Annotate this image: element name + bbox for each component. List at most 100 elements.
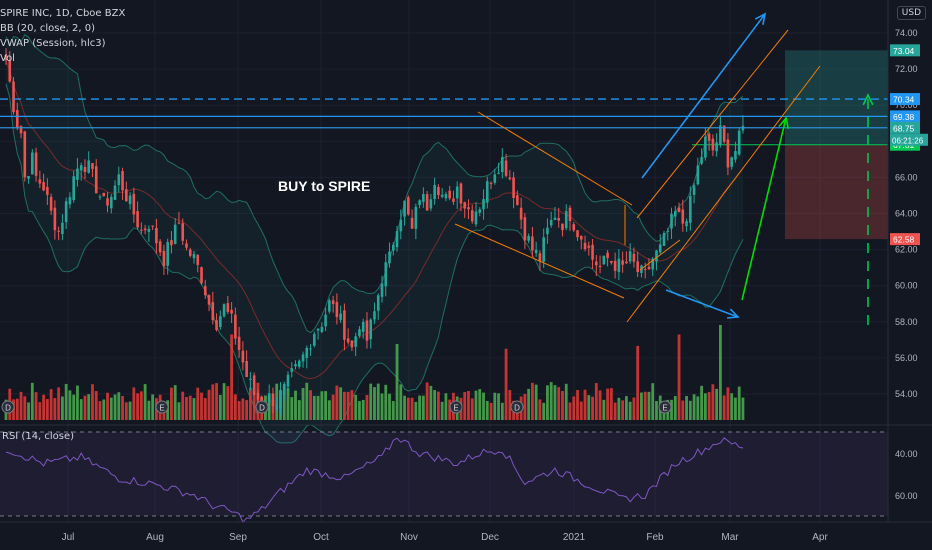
volume-bar	[549, 382, 553, 420]
legend-bb[interactable]: BB (20, close, 2, 0)	[0, 23, 95, 34]
legend-vol[interactable]: Vol	[0, 53, 15, 64]
volume-bar	[448, 399, 452, 420]
volume-bar	[640, 392, 643, 420]
volume-bar	[249, 387, 252, 420]
candle-body	[493, 174, 497, 183]
volume-bar	[527, 388, 531, 420]
candle-body	[636, 261, 639, 273]
volume-bar	[737, 386, 741, 420]
volume-bar	[45, 399, 49, 420]
candle-body	[271, 393, 275, 407]
volume-bar	[478, 389, 482, 420]
candle-body	[91, 163, 94, 169]
price-tick: 56.00	[895, 353, 918, 363]
candle-body	[625, 261, 628, 264]
volume-bar	[380, 393, 384, 420]
candle-body	[305, 347, 309, 359]
candle-body	[136, 211, 139, 228]
green-dashed-arrow-head	[862, 93, 874, 106]
candle-body	[531, 236, 534, 251]
candle-body	[651, 258, 655, 270]
volume-bar	[700, 385, 703, 420]
candle-body	[512, 177, 515, 198]
price-tick: 70.00	[895, 100, 918, 110]
candle-body	[737, 130, 741, 155]
candle-body	[61, 222, 64, 234]
candle-body	[181, 223, 185, 241]
candle-body	[8, 60, 12, 82]
candle-body	[632, 253, 636, 262]
candle-body	[711, 138, 715, 151]
volume-bar	[343, 391, 346, 420]
volume-bar	[181, 391, 185, 420]
rsi-legend[interactable]: RSI (14, close)	[2, 431, 75, 442]
time-tick: Nov	[400, 532, 418, 543]
volume-bar	[143, 384, 147, 420]
volume-bar	[696, 396, 700, 420]
volume-bar	[497, 393, 500, 420]
candle-body	[418, 200, 421, 205]
legend-vwap[interactable]: VWAP (Session, hlc3)	[0, 38, 106, 49]
candle-body	[433, 184, 436, 199]
candle-body	[245, 361, 248, 378]
volume-bar	[121, 395, 124, 420]
candle-body	[685, 221, 688, 227]
buy-annotation[interactable]: BUY to SPIRE	[278, 178, 370, 194]
volume-bar	[113, 394, 117, 420]
event-marker	[1, 400, 15, 414]
candle-body	[132, 193, 136, 215]
candle-body	[497, 172, 500, 174]
price-tick: 54.00	[895, 389, 918, 399]
volume-bar	[196, 387, 200, 420]
candle-body	[403, 200, 406, 217]
candle-body	[354, 336, 357, 347]
candle-body	[42, 182, 45, 191]
volume-bar	[421, 395, 425, 420]
long-position-tool[interactable]	[692, 50, 888, 240]
candle-body	[252, 375, 256, 395]
volume-bar	[628, 401, 632, 420]
volume-bar	[335, 385, 339, 420]
candle-body	[147, 228, 151, 232]
volume-bar	[252, 390, 256, 420]
candle-body	[109, 196, 113, 209]
target-zone	[785, 50, 888, 145]
candle-body	[68, 197, 72, 205]
volume-bar	[688, 400, 692, 420]
volume-bar	[594, 383, 598, 420]
candle-body	[666, 230, 670, 232]
volume-bar	[391, 401, 395, 420]
event-marker	[155, 400, 169, 414]
candle-body	[610, 260, 613, 263]
blue-arrow-down	[665, 289, 739, 318]
candle-body	[275, 405, 279, 409]
time-tick: Sep	[229, 532, 247, 543]
drawings[interactable]	[0, 12, 888, 325]
candle-body	[328, 300, 331, 312]
price-axis[interactable]: 54.0056.0058.0060.0062.0064.0066.0068.00…	[887, 0, 928, 522]
volume-bar	[98, 401, 102, 420]
volume-bar	[538, 399, 542, 420]
price-label: 69.38	[893, 112, 915, 122]
volume-bar	[534, 384, 538, 420]
volume-bar	[617, 397, 621, 420]
candle-body	[395, 231, 399, 248]
event-marker-label: E	[662, 404, 667, 413]
volume-bar	[467, 390, 470, 420]
candle-body	[523, 217, 527, 241]
candle-body	[591, 244, 594, 260]
time-axis[interactable]: Jul Aug Sep Oct Nov Dec 2021 Feb Mar Apr	[0, 521, 932, 543]
volume-bar	[606, 388, 609, 420]
candle-body	[282, 383, 286, 395]
candle-body	[87, 160, 91, 173]
volume-bar	[136, 393, 139, 420]
volume-bar	[132, 387, 136, 420]
legend-symbol[interactable]: SPIRE INC, 1D, Cboe BZX	[0, 8, 126, 19]
volume-bar	[312, 395, 316, 420]
candle-body	[734, 150, 737, 160]
currency-button[interactable]: USD	[896, 6, 926, 20]
volume-bar	[734, 397, 737, 420]
candle-body	[294, 364, 297, 367]
volume-bar	[109, 397, 113, 420]
